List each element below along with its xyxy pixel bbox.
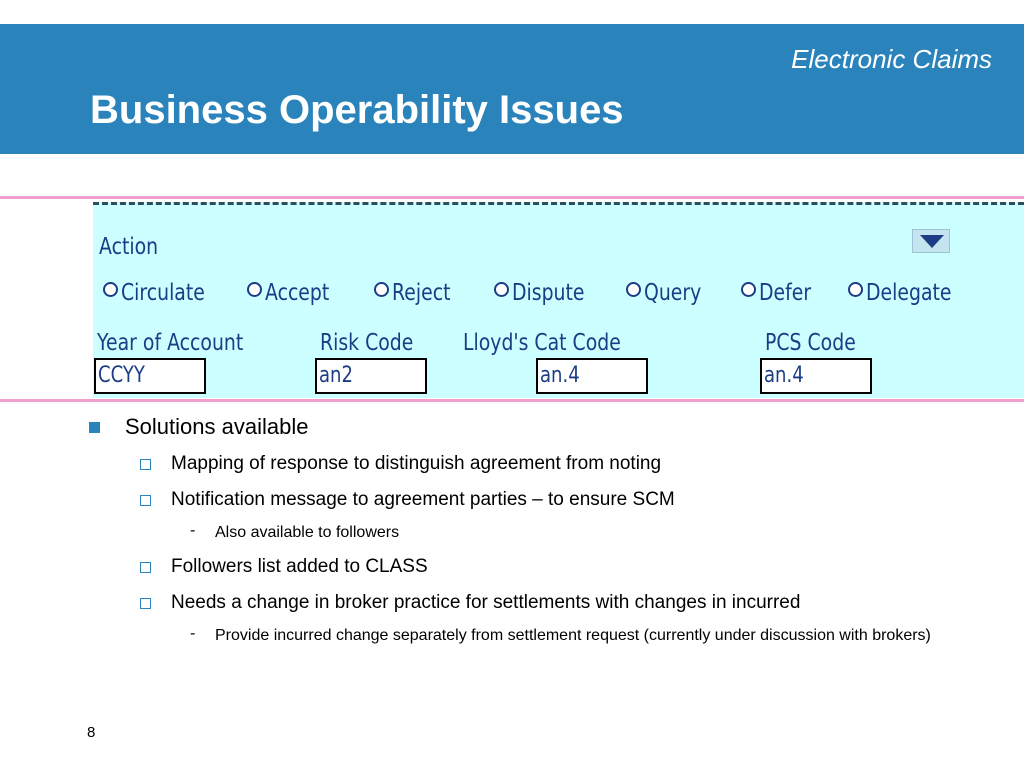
bullet-also-available: Also available to followers (215, 524, 400, 541)
radio-circle-icon (848, 282, 863, 297)
radio-label: Delegate (866, 280, 952, 306)
radio-accept[interactable]: Accept (247, 280, 343, 310)
year-of-account-input[interactable]: CCYY (94, 358, 206, 394)
bullet-solutions-available: Solutions available (125, 414, 309, 439)
radio-circle-icon (626, 282, 641, 297)
lloyds-cat-code-value: an.4 (540, 363, 580, 388)
radio-label: Dispute (512, 280, 585, 306)
radio-label: Circulate (121, 280, 205, 306)
radio-circle-icon (247, 282, 262, 297)
radio-defer[interactable]: Defer (741, 280, 823, 310)
hollow-square-bullet-icon (140, 598, 151, 609)
radio-dispute[interactable]: Dispute (494, 280, 600, 310)
bullet-incurred-change: Provide incurred change separately from … (215, 627, 931, 644)
pcs-code-label: PCS Code (765, 330, 856, 356)
year-of-account-value: CCYY (98, 363, 145, 388)
pcs-code-input[interactable]: an.4 (760, 358, 872, 394)
radio-query[interactable]: Query (626, 280, 714, 310)
radio-delegate[interactable]: Delegate (848, 280, 970, 310)
radio-circle-icon (494, 282, 509, 297)
divider-top (0, 196, 1024, 199)
square-bullet-icon (89, 422, 100, 433)
bullet-mapping-response: Mapping of response to distinguish agree… (171, 453, 662, 474)
radio-circle-icon (103, 282, 118, 297)
lloyds-cat-code-label: Lloyd's Cat Code (463, 330, 621, 356)
triangle-down-icon (920, 235, 944, 248)
hollow-square-bullet-icon (140, 459, 151, 470)
dash-bullet: - (190, 625, 196, 642)
page-number: 8 (87, 724, 96, 741)
hollow-square-bullet-icon (140, 562, 151, 573)
claim-action-form: Action Circulate Accept Reject Dispute Q… (93, 202, 1024, 398)
radio-circle-icon (741, 282, 756, 297)
action-label: Action (99, 234, 159, 260)
lloyds-cat-code-input[interactable]: an.4 (536, 358, 648, 394)
radio-label: Defer (759, 280, 812, 306)
slide-title: Business Operability Issues (90, 88, 624, 132)
radio-circulate[interactable]: Circulate (103, 280, 223, 310)
radio-label: Query (644, 280, 702, 306)
dash-bullet: - (190, 522, 196, 539)
pcs-code-value: an.4 (764, 363, 804, 388)
radio-label: Reject (392, 280, 451, 306)
divider-bottom (0, 399, 1024, 402)
risk-code-input[interactable]: an2 (315, 358, 427, 394)
bullet-broker-practice: Needs a change in broker practice for se… (171, 592, 801, 613)
bullet-notification-message: Notification message to agreement partie… (171, 489, 675, 510)
dashed-divider (93, 202, 1024, 205)
header-subtitle: Electronic Claims (791, 44, 992, 74)
action-dropdown-button[interactable] (912, 229, 950, 253)
radio-reject[interactable]: Reject (374, 280, 463, 310)
bullet-followers-list: Followers list added to CLASS (171, 556, 428, 577)
risk-code-value: an2 (319, 363, 353, 388)
hollow-square-bullet-icon (140, 495, 151, 506)
radio-label: Accept (265, 280, 330, 306)
risk-code-label: Risk Code (320, 330, 414, 356)
radio-circle-icon (374, 282, 389, 297)
year-of-account-label: Year of Account (97, 330, 244, 356)
slide-header: Electronic Claims Business Operability I… (0, 24, 1024, 154)
